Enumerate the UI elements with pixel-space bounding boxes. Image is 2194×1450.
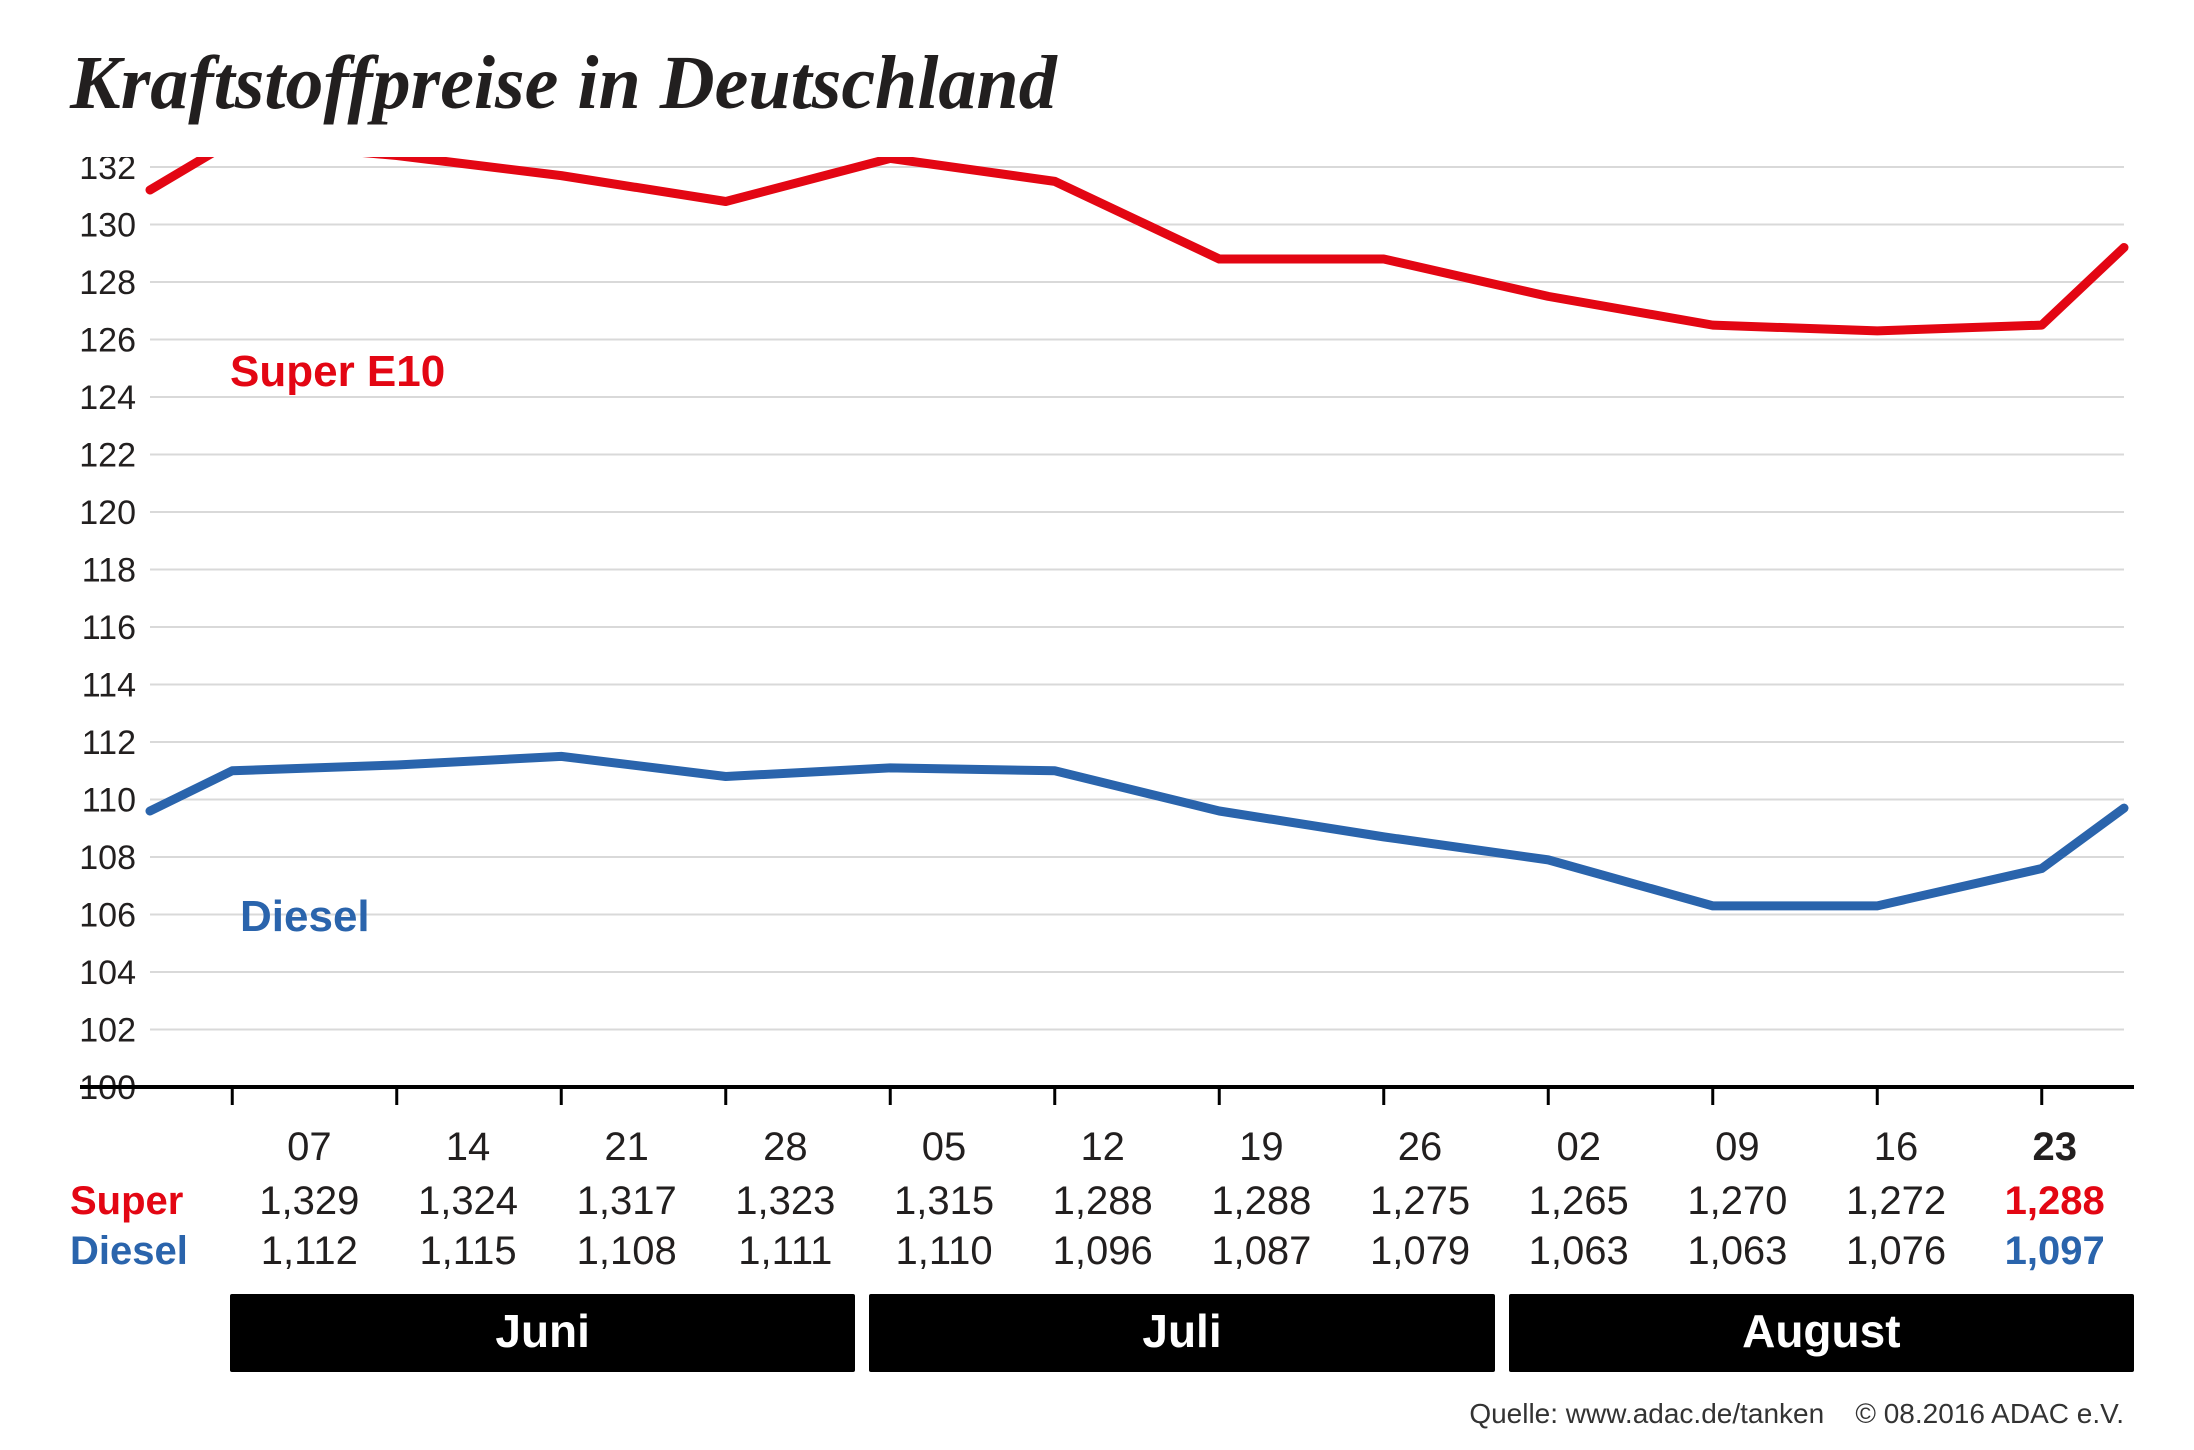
value-cell: 1,272	[1817, 1176, 1976, 1226]
date-cell: 26	[1341, 1125, 1500, 1170]
month-segment: Juli	[869, 1294, 1494, 1372]
date-cell: 19	[1182, 1125, 1341, 1170]
value-cell: 1,063	[1658, 1226, 1817, 1276]
value-cell: 1,288	[1975, 1176, 2134, 1226]
y-tick-label: 106	[79, 897, 136, 935]
date-cell: 23	[1975, 1125, 2134, 1170]
table-row: Super1,3291,3241,3171,3231,3151,2881,288…	[60, 1176, 2134, 1226]
y-tick-label: 108	[79, 839, 136, 877]
value-cell: 1,097	[1975, 1226, 2134, 1276]
data-table: 071421280512192602091623 Super1,3291,324…	[60, 1125, 2134, 1372]
copyright-text: © 08.2016 ADAC e.V.	[1855, 1398, 2124, 1429]
value-cell: 1,323	[706, 1176, 865, 1226]
footer: Quelle: www.adac.de/tanken © 08.2016 ADA…	[1469, 1398, 2124, 1430]
value-cell: 1,076	[1817, 1226, 1976, 1276]
date-cell: 02	[1499, 1125, 1658, 1170]
y-tick-label: 124	[79, 379, 136, 417]
date-cell: 12	[1023, 1125, 1182, 1170]
y-tick-label: 116	[82, 609, 136, 647]
month-segment: Juni	[230, 1294, 855, 1372]
value-cell: 1,270	[1658, 1176, 1817, 1226]
date-cell: 14	[389, 1125, 548, 1170]
value-cell: 1,079	[1341, 1226, 1500, 1276]
value-cell: 1,110	[865, 1226, 1024, 1276]
row-label-diesel: Diesel	[60, 1226, 230, 1276]
y-tick-label: 112	[82, 724, 136, 762]
date-row: 071421280512192602091623	[60, 1125, 2134, 1170]
value-cell: 1,108	[547, 1226, 706, 1276]
value-cell: 1,315	[865, 1176, 1024, 1226]
value-cell: 1,324	[389, 1176, 548, 1226]
date-cell: 05	[865, 1125, 1024, 1170]
value-cell: 1,265	[1499, 1176, 1658, 1226]
series-line-super	[150, 157, 2124, 331]
value-cell: 1,096	[1023, 1226, 1182, 1276]
date-cell: 09	[1658, 1125, 1817, 1170]
row-label-super: Super	[60, 1176, 230, 1226]
value-cell: 1,063	[1499, 1226, 1658, 1276]
month-bar: JuniJuliAugust	[60, 1294, 2134, 1372]
date-cell: 16	[1817, 1125, 1976, 1170]
value-cell: 1,275	[1341, 1176, 1500, 1226]
month-segment: August	[1509, 1294, 2134, 1372]
series-line-diesel	[150, 756, 2124, 906]
value-cell: 1,087	[1182, 1226, 1341, 1276]
y-tick-label: 128	[79, 264, 136, 302]
value-cell: 1,115	[389, 1226, 548, 1276]
table-row: Diesel1,1121,1151,1081,1111,1101,0961,08…	[60, 1226, 2134, 1276]
value-cell: 1,329	[230, 1176, 389, 1226]
date-cell: 21	[547, 1125, 706, 1170]
y-tick-label: 110	[82, 782, 136, 820]
y-tick-label: 114	[82, 667, 136, 705]
source-text: Quelle: www.adac.de/tanken	[1469, 1398, 1824, 1429]
y-tick-label: 130	[79, 207, 136, 245]
value-cell: 1,317	[547, 1176, 706, 1226]
date-cell: 28	[706, 1125, 865, 1170]
y-tick-label: 102	[79, 1012, 136, 1050]
date-cell: 07	[230, 1125, 389, 1170]
y-tick-label: 118	[82, 552, 136, 590]
y-tick-label: 122	[79, 437, 136, 475]
value-cell: 1,112	[230, 1226, 389, 1276]
value-cell: 1,288	[1182, 1176, 1341, 1226]
chart-title: Kraftstoffpreise in Deutschland	[70, 40, 2134, 127]
line-chart: 1001021041061081101121141161181201221241…	[60, 157, 2134, 1117]
y-tick-label: 120	[79, 494, 136, 532]
y-tick-label: 126	[79, 322, 136, 360]
value-cell: 1,288	[1023, 1176, 1182, 1226]
y-tick-label: 132	[79, 157, 136, 187]
series-label-super: Super E10	[230, 347, 445, 397]
series-label-diesel: Diesel	[240, 892, 370, 942]
value-cell: 1,111	[706, 1226, 865, 1276]
y-tick-label: 104	[79, 954, 136, 992]
